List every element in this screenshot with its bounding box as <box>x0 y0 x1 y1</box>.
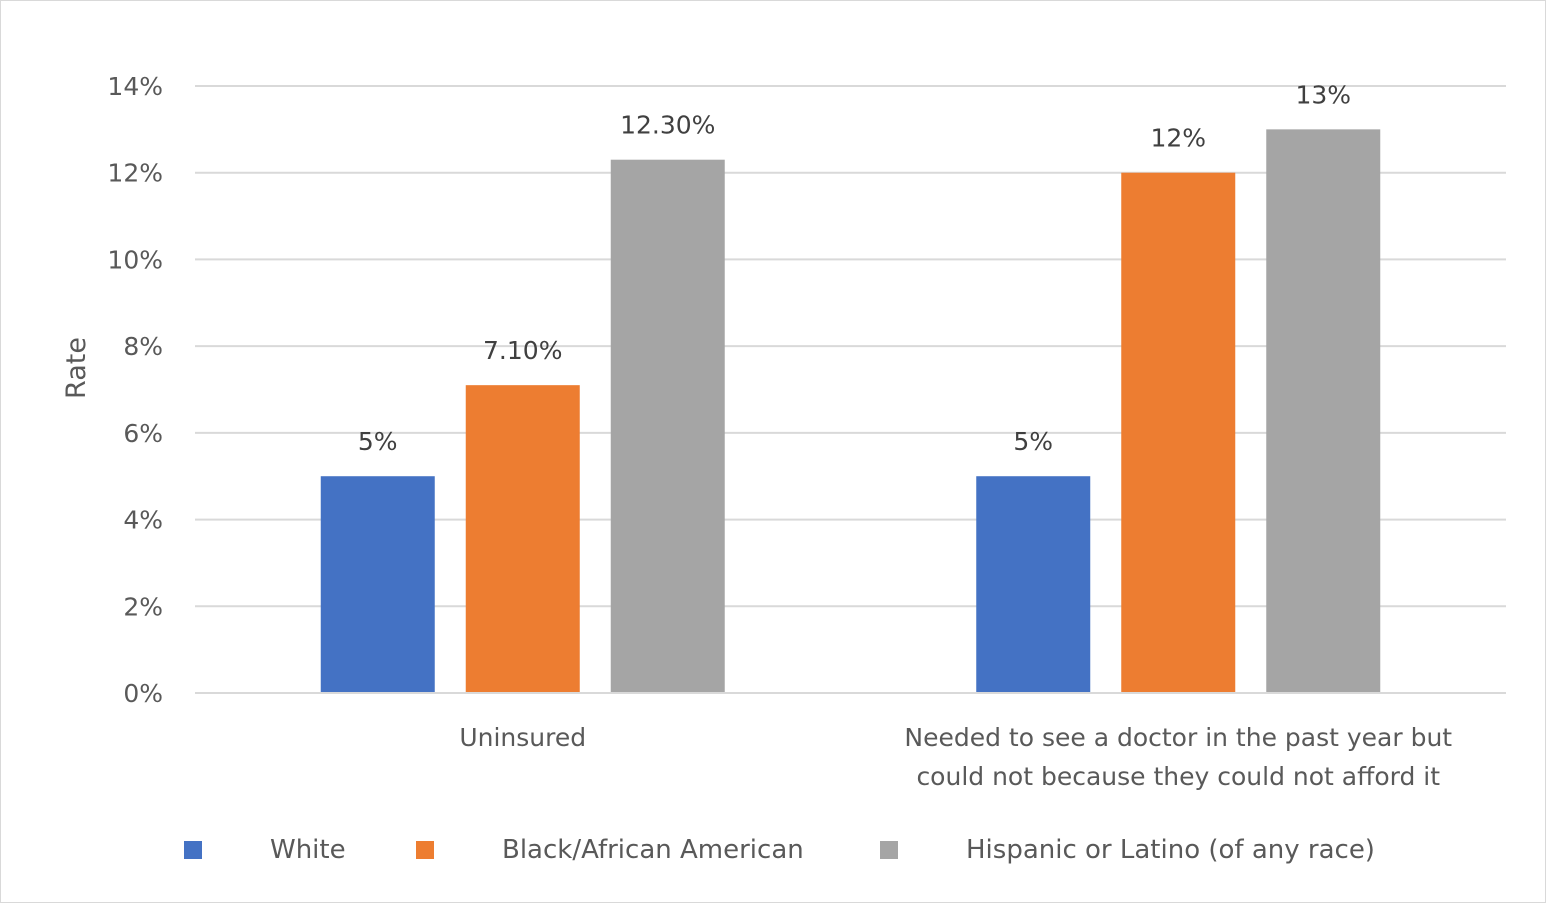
data-label: 13% <box>1295 80 1351 109</box>
data-labels: 5% 7.10% 12.30% 5% 12% 13% <box>358 80 1351 456</box>
legend-label: Black/African American <box>502 835 804 865</box>
y-tick-label: 2% <box>123 592 163 621</box>
legend: White Black/African American Hispanic or L… <box>184 835 1375 865</box>
x-axis-categories: Uninsured Needed to see a doctor in the p… <box>459 723 1452 791</box>
y-axis-ticks: 0% 2% 4% 6% 8% 10% 12% 14% <box>107 72 163 708</box>
y-tick-label: 4% <box>123 506 163 535</box>
data-label: 12% <box>1150 124 1206 153</box>
legend-label: Hispanic or Latino (of any race) <box>966 835 1375 865</box>
legend-swatch <box>880 841 898 859</box>
x-category-label: Needed to see a doctor in the past year … <box>904 723 1452 752</box>
legend-label: White <box>270 835 346 865</box>
legend-swatch <box>184 841 202 859</box>
bar <box>1121 172 1236 693</box>
data-label: 12.30% <box>620 111 715 140</box>
y-tick-label: 12% <box>107 159 163 188</box>
bar <box>976 476 1091 693</box>
y-tick-label: 10% <box>107 245 163 274</box>
y-tick-label: 14% <box>107 72 163 101</box>
bars <box>195 129 1506 694</box>
bar <box>1266 129 1381 693</box>
legend-swatch <box>416 841 434 859</box>
bar <box>320 476 435 693</box>
bar <box>465 385 580 693</box>
y-tick-label: 6% <box>123 419 163 448</box>
data-label: 5% <box>358 427 398 456</box>
y-axis-title: Rate <box>61 337 92 399</box>
data-label: 7.10% <box>483 336 562 365</box>
x-category-label: could not because they could not afford … <box>916 762 1440 791</box>
data-label: 5% <box>1013 427 1053 456</box>
x-category-label: Uninsured <box>459 723 586 752</box>
y-tick-label: 8% <box>123 332 163 361</box>
y-tick-label: 0% <box>123 679 163 708</box>
bar <box>610 159 725 693</box>
